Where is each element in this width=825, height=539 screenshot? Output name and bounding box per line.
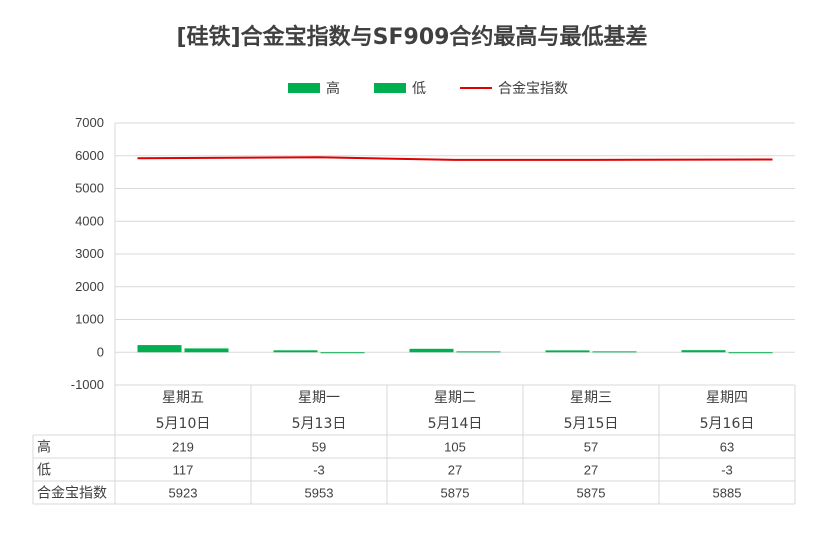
category-label: 5月10日: [156, 416, 211, 432]
y-tick-label: 7000: [75, 115, 104, 130]
bar-低: [320, 352, 365, 354]
chart-title: [硅铁]合金宝指数与SF909合约最高与最低基差: [177, 24, 648, 50]
category-label: 星期一: [298, 390, 340, 406]
series-line-合金宝指数: [137, 156, 773, 161]
bars: [137, 345, 773, 354]
table-cell: 27: [448, 463, 462, 478]
table-cell: 57: [584, 440, 598, 455]
series-lines: [137, 156, 773, 161]
y-tick-label: 6000: [75, 148, 104, 163]
table-cell: 219: [172, 440, 194, 455]
table-cell: 5875: [577, 486, 606, 501]
category-label: 5月16日: [700, 416, 755, 432]
table-row-label: 合金宝指数: [37, 486, 107, 502]
bar-低: [456, 351, 501, 353]
bar-低: [184, 348, 229, 353]
bar-高: [545, 350, 590, 353]
category-label: 5月15日: [564, 416, 619, 432]
table-cell: 5953: [305, 486, 334, 501]
category-label: 5月14日: [428, 416, 483, 432]
grid: [115, 122, 795, 386]
category-label: 星期五: [162, 390, 204, 406]
category-label: 星期三: [570, 390, 612, 406]
table-cell: 63: [720, 440, 734, 455]
y-tick-label: 4000: [75, 213, 104, 228]
legend-label: 低: [412, 81, 426, 97]
bar-高: [137, 345, 182, 353]
y-axis: 7000 6000 5000 4000 3000 2000 1000 0 -1000: [71, 115, 104, 392]
legend-label: 合金宝指数: [498, 81, 568, 97]
table-cell: 5885: [713, 486, 742, 501]
bar-低: [728, 352, 773, 354]
legend-label: 高: [326, 80, 340, 97]
y-tick-label: -1000: [71, 377, 104, 392]
table-cell: -3: [721, 463, 733, 478]
table-cell: -3: [313, 463, 325, 478]
table-cell: 27: [584, 463, 598, 478]
y-tick-label: 5000: [75, 181, 104, 196]
category-label: 5月13日: [292, 416, 347, 432]
table-row-label: 高: [37, 439, 51, 456]
table-cell: 105: [444, 440, 466, 455]
bar-高: [409, 348, 454, 353]
y-tick-label: 2000: [75, 279, 104, 294]
data-table: 星期五 5月10日 星期一 5月13日 星期二 5月14日 星期三 5月15日 星期四 5月16日…: [32, 123, 796, 505]
y-tick-label: 0: [97, 344, 104, 359]
table-cell: 5875: [441, 486, 470, 501]
table-row-label: 低: [37, 463, 51, 479]
legend-swatch: [288, 83, 320, 93]
bar-高: [681, 350, 726, 353]
legend: 高 低 合金宝指数: [288, 80, 568, 97]
category-label: 星期二: [434, 390, 476, 406]
category-label: 星期四: [706, 390, 748, 406]
table-cell: 59: [312, 440, 326, 455]
table-cell: 5923: [169, 486, 198, 501]
bar-高: [273, 350, 318, 353]
bar-低: [592, 351, 637, 353]
legend-swatch: [374, 83, 406, 93]
y-tick-label: 3000: [75, 246, 104, 261]
y-tick-label: 1000: [75, 312, 104, 327]
table-cell: 117: [173, 463, 194, 478]
